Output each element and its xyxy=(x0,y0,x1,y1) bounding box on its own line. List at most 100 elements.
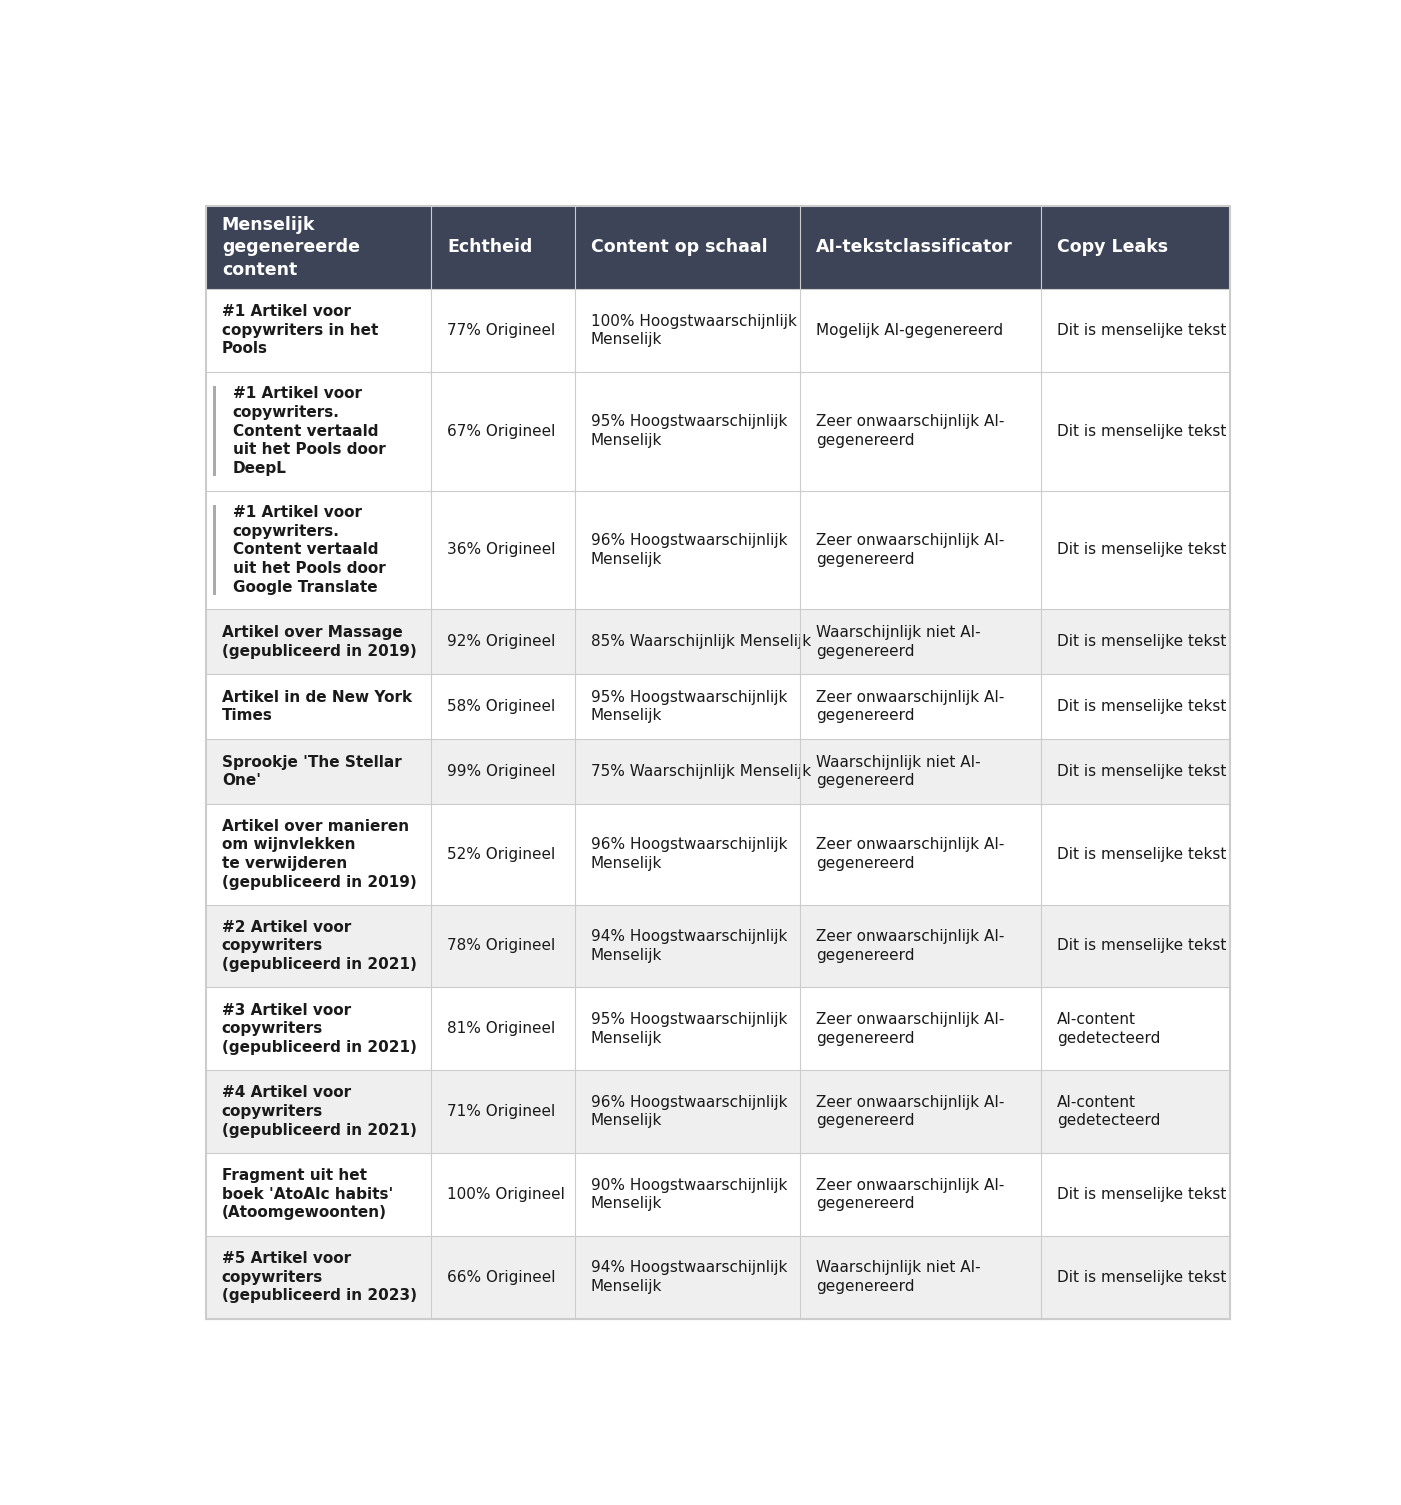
Bar xyxy=(574,905,800,987)
Text: Sprookje 'The Stellar
One': Sprookje 'The Stellar One' xyxy=(221,754,402,789)
Bar xyxy=(800,987,1041,1070)
Bar xyxy=(206,289,432,372)
Text: Dit is menselijke tekst: Dit is menselijke tekst xyxy=(1058,1270,1226,1285)
Bar xyxy=(1041,804,1230,905)
Bar xyxy=(432,1070,574,1153)
Bar xyxy=(800,1236,1041,1318)
Bar xyxy=(1041,987,1230,1070)
Text: #3 Artikel voor
copywriters
(gepubliceerd in 2021): #3 Artikel voor copywriters (gepubliceer… xyxy=(221,1002,416,1055)
Text: Waarschijnlijk niet AI-
gegenereerd: Waarschijnlijk niet AI- gegenereerd xyxy=(817,1260,981,1294)
Text: 90% Hoogstwaarschijnlijk
Menselijk: 90% Hoogstwaarschijnlijk Menselijk xyxy=(591,1177,787,1212)
Bar xyxy=(213,385,216,476)
Bar xyxy=(1041,1153,1230,1236)
Bar xyxy=(206,1236,432,1318)
Text: #1 Artikel voor
copywriters.
Content vertaald
uit het Pools door
Google Translat: #1 Artikel voor copywriters. Content ver… xyxy=(233,506,385,594)
Text: Zeer onwaarschijnlijk AI-
gegenereerd: Zeer onwaarschijnlijk AI- gegenereerd xyxy=(817,533,1005,567)
Bar xyxy=(1041,206,1230,289)
Bar xyxy=(574,674,800,739)
Bar xyxy=(800,372,1041,491)
Text: #2 Artikel voor
copywriters
(gepubliceerd in 2021): #2 Artikel voor copywriters (gepubliceer… xyxy=(221,920,416,972)
Text: Artikel over Massage
(gepubliceerd in 2019): Artikel over Massage (gepubliceerd in 20… xyxy=(221,625,416,659)
Bar xyxy=(574,289,800,372)
Bar xyxy=(432,1153,574,1236)
Text: 52% Origineel: 52% Origineel xyxy=(447,847,556,862)
Text: Zeer onwaarschijnlijk AI-
gegenereerd: Zeer onwaarschijnlijk AI- gegenereerd xyxy=(817,1011,1005,1046)
Bar xyxy=(1041,674,1230,739)
Text: Mogelijk AI-gegenereerd: Mogelijk AI-gegenereerd xyxy=(817,322,1003,337)
Text: #1 Artikel voor
copywriters.
Content vertaald
uit het Pools door
DeepL: #1 Artikel voor copywriters. Content ver… xyxy=(233,387,385,476)
Bar xyxy=(206,491,432,610)
Bar xyxy=(1041,610,1230,674)
Text: 77% Origineel: 77% Origineel xyxy=(447,322,556,337)
Text: AI-tekstclassificator: AI-tekstclassificator xyxy=(817,238,1013,256)
Bar xyxy=(1041,1070,1230,1153)
Bar xyxy=(432,289,574,372)
Bar xyxy=(1041,491,1230,610)
Bar xyxy=(206,206,432,289)
Bar xyxy=(206,739,432,804)
Text: #1 Artikel voor
copywriters in het
Pools: #1 Artikel voor copywriters in het Pools xyxy=(221,304,378,357)
Text: 71% Origineel: 71% Origineel xyxy=(447,1105,556,1120)
Text: 58% Origineel: 58% Origineel xyxy=(447,698,556,713)
Text: Echtheid: Echtheid xyxy=(447,238,532,256)
Text: Dit is menselijke tekst: Dit is menselijke tekst xyxy=(1058,423,1226,438)
Bar xyxy=(206,804,432,905)
Text: Dit is menselijke tekst: Dit is menselijke tekst xyxy=(1058,542,1226,557)
Text: 94% Hoogstwaarschijnlijk
Menselijk: 94% Hoogstwaarschijnlijk Menselijk xyxy=(591,929,787,963)
Bar xyxy=(800,610,1041,674)
Bar xyxy=(574,610,800,674)
Text: Zeer onwaarschijnlijk AI-
gegenereerd: Zeer onwaarschijnlijk AI- gegenereerd xyxy=(817,1177,1005,1212)
Text: 81% Origineel: 81% Origineel xyxy=(447,1022,556,1037)
Bar xyxy=(574,1153,800,1236)
Bar xyxy=(432,674,574,739)
Bar xyxy=(206,372,432,491)
Text: Zeer onwaarschijnlijk AI-
gegenereerd: Zeer onwaarschijnlijk AI- gegenereerd xyxy=(817,929,1005,963)
Bar xyxy=(800,739,1041,804)
Bar xyxy=(1041,1236,1230,1318)
Text: 95% Hoogstwaarschijnlijk
Menselijk: 95% Hoogstwaarschijnlijk Menselijk xyxy=(591,689,787,724)
Bar xyxy=(1041,372,1230,491)
Text: Dit is menselijke tekst: Dit is menselijke tekst xyxy=(1058,698,1226,713)
Text: Content op schaal: Content op schaal xyxy=(591,238,768,256)
Text: Waarschijnlijk niet AI-
gegenereerd: Waarschijnlijk niet AI- gegenereerd xyxy=(817,754,981,789)
Text: Zeer onwaarschijnlijk AI-
gegenereerd: Zeer onwaarschijnlijk AI- gegenereerd xyxy=(817,689,1005,724)
Text: 92% Origineel: 92% Origineel xyxy=(447,634,556,649)
Bar xyxy=(800,289,1041,372)
Bar xyxy=(206,1153,432,1236)
Text: Dit is menselijke tekst: Dit is menselijke tekst xyxy=(1058,634,1226,649)
Bar xyxy=(574,206,800,289)
Bar xyxy=(432,739,574,804)
Bar xyxy=(574,987,800,1070)
Text: Zeer onwaarschijnlijk AI-
gegenereerd: Zeer onwaarschijnlijk AI- gegenereerd xyxy=(817,414,1005,448)
Bar xyxy=(574,804,800,905)
Bar xyxy=(574,739,800,804)
Bar xyxy=(800,1070,1041,1153)
Bar xyxy=(206,905,432,987)
Text: 96% Hoogstwaarschijnlijk
Menselijk: 96% Hoogstwaarschijnlijk Menselijk xyxy=(591,533,787,567)
Bar xyxy=(432,987,574,1070)
Text: #4 Artikel voor
copywriters
(gepubliceerd in 2021): #4 Artikel voor copywriters (gepubliceer… xyxy=(221,1085,416,1138)
Text: 75% Waarschijnlijk Menselijk: 75% Waarschijnlijk Menselijk xyxy=(591,765,811,780)
Bar xyxy=(213,504,216,594)
Text: 36% Origineel: 36% Origineel xyxy=(447,542,556,557)
Bar xyxy=(1041,739,1230,804)
Text: Zeer onwaarschijnlijk AI-
gegenereerd: Zeer onwaarschijnlijk AI- gegenereerd xyxy=(817,1094,1005,1129)
Text: 96% Hoogstwaarschijnlijk
Menselijk: 96% Hoogstwaarschijnlijk Menselijk xyxy=(591,1094,787,1129)
Bar xyxy=(206,674,432,739)
Bar xyxy=(206,610,432,674)
Text: AI-content
gedetecteerd: AI-content gedetecteerd xyxy=(1058,1094,1160,1129)
Bar xyxy=(206,1070,432,1153)
Bar xyxy=(1041,905,1230,987)
Text: AI-content
gedetecteerd: AI-content gedetecteerd xyxy=(1058,1011,1160,1046)
Bar xyxy=(432,206,574,289)
Bar xyxy=(206,987,432,1070)
Text: 100% Hoogstwaarschijnlijk
Menselijk: 100% Hoogstwaarschijnlijk Menselijk xyxy=(591,313,797,348)
Text: Menselijk
gegenereerde
content: Menselijk gegenereerde content xyxy=(221,217,360,278)
Bar xyxy=(1041,289,1230,372)
Text: Artikel over manieren
om wijnvlekken
te verwijderen
(gepubliceerd in 2019): Artikel over manieren om wijnvlekken te … xyxy=(221,819,416,889)
Bar xyxy=(800,206,1041,289)
Bar xyxy=(800,804,1041,905)
Text: Copy Leaks: Copy Leaks xyxy=(1058,238,1168,256)
Bar xyxy=(432,804,574,905)
Bar xyxy=(432,610,574,674)
